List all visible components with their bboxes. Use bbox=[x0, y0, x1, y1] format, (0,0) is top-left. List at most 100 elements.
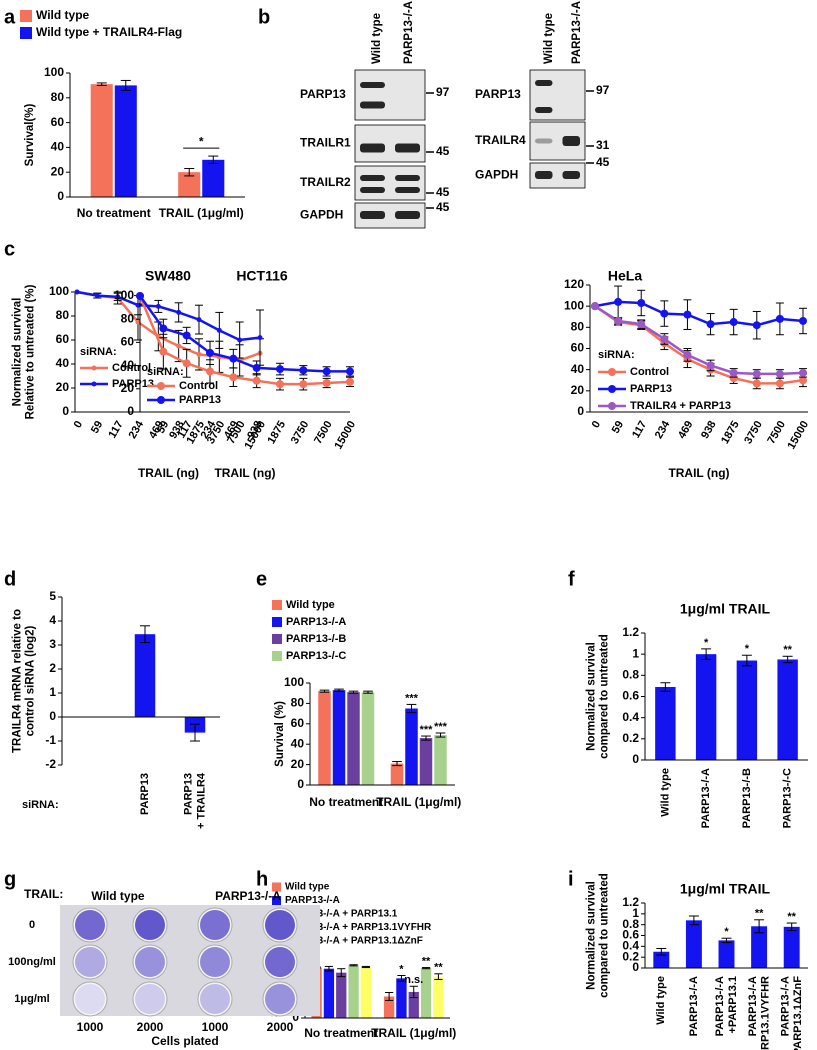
x-tick-label: PARP13-/-A+PARP13.1VYFHR bbox=[747, 976, 772, 1050]
annotation: *** bbox=[420, 724, 434, 736]
x-tick-label: PARP13-/-A bbox=[700, 768, 712, 828]
x-tick-label: 3750 bbox=[289, 419, 312, 446]
legend-title: siRNA: bbox=[80, 346, 117, 358]
point bbox=[229, 354, 238, 363]
bar bbox=[777, 659, 798, 760]
legend-swatch bbox=[20, 27, 32, 39]
size-marker: 45 bbox=[436, 200, 450, 214]
y-tick-label: 80 bbox=[121, 311, 135, 325]
point bbox=[346, 377, 354, 386]
bar bbox=[332, 690, 346, 785]
legend-marker bbox=[157, 396, 165, 404]
blot-strip bbox=[354, 165, 426, 201]
bar bbox=[695, 654, 717, 760]
x-tick-label: PARP13-/-C bbox=[782, 768, 794, 828]
size-marker: 97 bbox=[436, 85, 450, 99]
blot-band bbox=[535, 171, 553, 179]
bar bbox=[347, 692, 360, 785]
y-tick-label: 0.2 bbox=[622, 949, 639, 963]
series-line bbox=[138, 295, 351, 386]
y-tick-label: 1 bbox=[632, 906, 639, 920]
legend-label: TRAILR4 + PARP13 bbox=[630, 400, 731, 412]
y-tick-label: 1 bbox=[49, 685, 56, 699]
plate-well bbox=[132, 981, 168, 1017]
lane-label: Wild type bbox=[543, 13, 555, 64]
legend-label: PARP13-/-A + PARP13.1VYFHR bbox=[285, 922, 432, 933]
x-tick-label: 59 bbox=[89, 419, 106, 436]
y-tick-label: 20 bbox=[51, 164, 65, 178]
plate-well bbox=[72, 981, 108, 1017]
group-label: Wild type bbox=[91, 889, 145, 903]
legend-label: PARP13-/-B bbox=[286, 633, 346, 645]
panel-letter: d bbox=[4, 568, 16, 590]
x-tick-label: Wild type bbox=[655, 976, 667, 1025]
point bbox=[276, 365, 284, 374]
blot-band bbox=[395, 143, 420, 153]
x-tick-label: No treatment bbox=[77, 206, 151, 220]
y-tick-label: 40 bbox=[121, 358, 135, 372]
bar bbox=[360, 967, 372, 1018]
x-tick-label: No treatment bbox=[309, 795, 383, 809]
legend-label: PARP13-/-C bbox=[286, 650, 346, 662]
column-label: 2000 bbox=[267, 1020, 294, 1034]
x-axis-label: Cells plated bbox=[151, 1034, 218, 1048]
legend-label: PARP13 bbox=[112, 378, 154, 390]
x-tick-label: 0 bbox=[72, 419, 85, 430]
point bbox=[346, 367, 354, 376]
plate-colonies bbox=[135, 947, 165, 977]
legend-swatch bbox=[272, 651, 282, 661]
x-tick-label: PARP13-/-A+PARP13.1ΔZnF bbox=[779, 976, 804, 1050]
annotation: ** bbox=[755, 908, 764, 920]
row-label: 1μg/ml bbox=[14, 993, 49, 1005]
y-axis-label: TRAILR4 mRNA relative tocontrol siRNA (l… bbox=[11, 609, 36, 753]
row-label: 100ng/ml bbox=[8, 956, 56, 968]
point bbox=[775, 369, 784, 378]
point bbox=[729, 318, 738, 327]
y-axis-label: Normalized survivalcompared to untreated bbox=[585, 634, 610, 759]
plate-colonies bbox=[200, 947, 230, 977]
bar bbox=[420, 968, 432, 1018]
y-tick-label: 20 bbox=[291, 757, 305, 771]
bar bbox=[685, 920, 702, 968]
bar bbox=[134, 634, 156, 717]
panel-letter: f bbox=[568, 568, 575, 590]
y-tick-label: 0 bbox=[57, 189, 64, 203]
point bbox=[729, 368, 738, 377]
point bbox=[257, 335, 263, 341]
y-tick-label: 100 bbox=[44, 65, 64, 79]
x-tick-label: Wild type bbox=[659, 768, 671, 817]
annotation: ** bbox=[783, 644, 792, 656]
column-label: 1000 bbox=[77, 1020, 104, 1034]
point bbox=[775, 314, 784, 323]
x-tick-label: 7500 bbox=[312, 419, 335, 446]
x-tick-label: 59 bbox=[610, 419, 627, 436]
y-tick-label: 2 bbox=[49, 661, 56, 675]
point bbox=[276, 380, 284, 389]
y-tick-label: 1 bbox=[632, 646, 639, 660]
x-tick-label: 7500 bbox=[765, 419, 788, 446]
point bbox=[135, 302, 141, 308]
x-tick-label: PARP13-/-B bbox=[741, 768, 753, 828]
bar bbox=[90, 84, 113, 197]
y-tick-label: 20 bbox=[56, 380, 70, 394]
point bbox=[176, 309, 182, 315]
bar bbox=[736, 660, 758, 760]
point bbox=[799, 368, 807, 377]
y-tick-label: 0 bbox=[632, 752, 639, 766]
annotation: * bbox=[399, 963, 404, 975]
y-tick-label: 0.6 bbox=[622, 689, 639, 703]
y-tick-label: 0 bbox=[49, 709, 56, 723]
legend-label: PARP13-/-A bbox=[286, 616, 346, 628]
chart-title: 1μg/ml TRAIL bbox=[680, 881, 771, 897]
annotation: * bbox=[724, 926, 729, 938]
series-line bbox=[594, 305, 804, 385]
blot-band bbox=[395, 187, 420, 193]
point bbox=[299, 366, 308, 375]
x-tick-label: TRAIL (1μg/ml) bbox=[371, 1026, 456, 1040]
annotation: ** bbox=[787, 911, 796, 923]
column-label: 1000 bbox=[202, 1020, 229, 1034]
protein-label: PARP13 bbox=[300, 87, 346, 101]
point bbox=[155, 303, 161, 309]
lane-label: PARP13-/-A bbox=[403, 1, 415, 64]
